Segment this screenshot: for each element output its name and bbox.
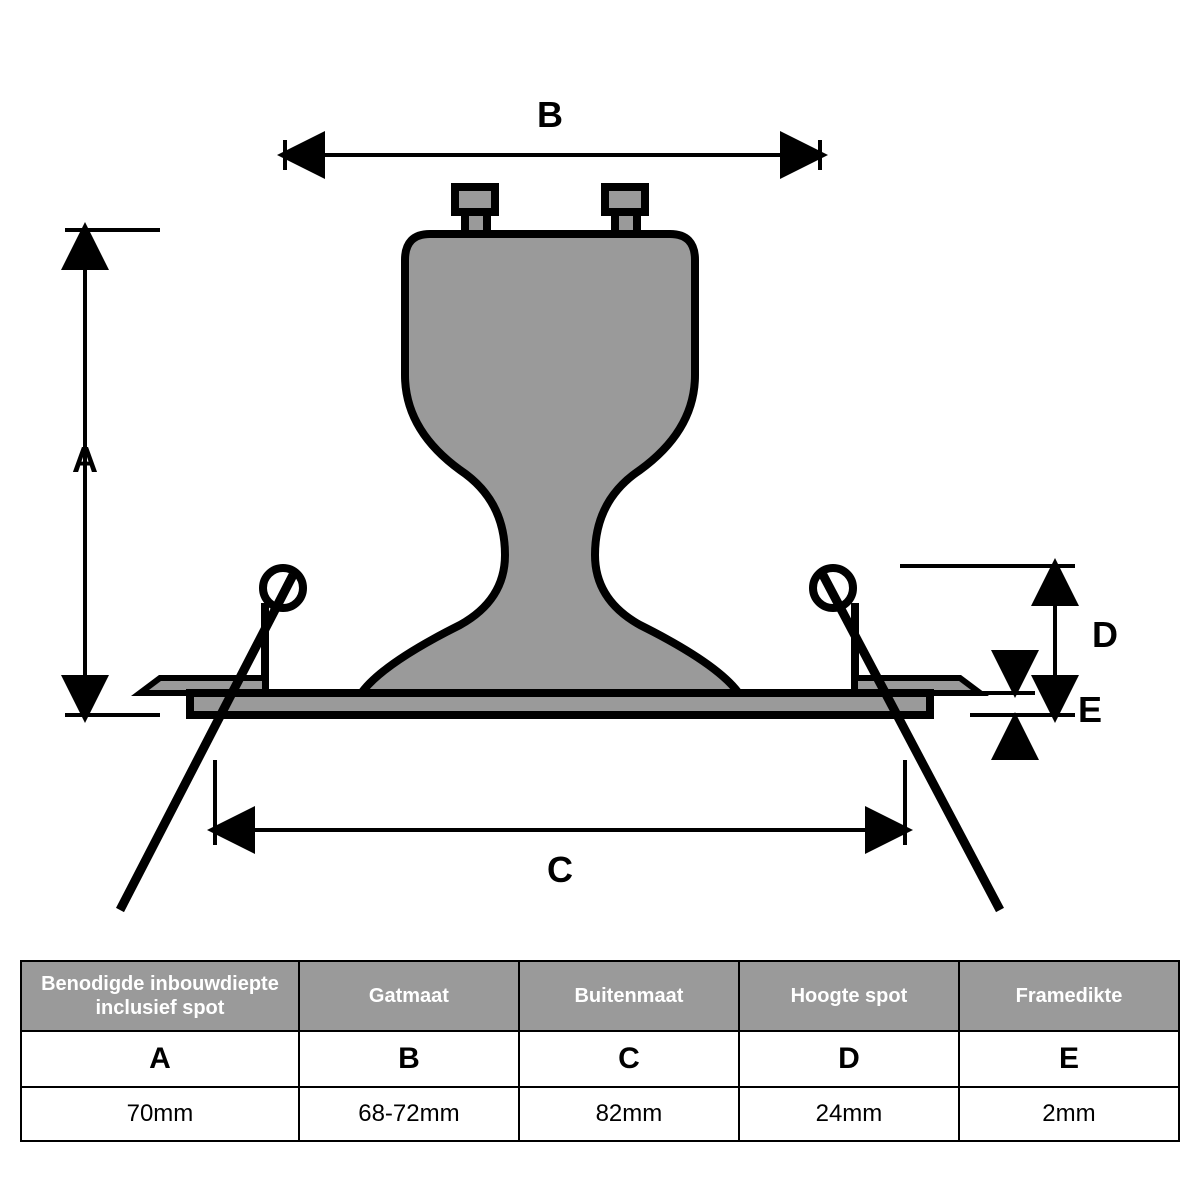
frame-plate	[190, 693, 930, 715]
lamp-pins	[455, 187, 645, 234]
label-A: A	[72, 439, 98, 481]
label-B: B	[537, 94, 563, 136]
val-D: 24mm	[739, 1087, 959, 1141]
table-value-row: 70mm 68-72mm 82mm 24mm 2mm	[21, 1087, 1179, 1141]
label-E: E	[1078, 689, 1102, 731]
table-letter-row: A B C D E	[21, 1031, 1179, 1087]
label-D: D	[1092, 614, 1118, 656]
let-C: C	[519, 1031, 739, 1087]
canvas: A B C D E Benodigde inbouwdiepte inclusi…	[0, 0, 1200, 1200]
dim-E	[940, 655, 1035, 760]
spring-right	[823, 575, 1000, 910]
let-D: D	[739, 1031, 959, 1087]
label-C: C	[547, 849, 573, 891]
val-A: 70mm	[21, 1087, 299, 1141]
spec-table: Benodigde inbouwdiepte inclusief spot Ga…	[20, 960, 1180, 1142]
table-header-row: Benodigde inbouwdiepte inclusief spot Ga…	[21, 961, 1179, 1031]
let-A: A	[21, 1031, 299, 1087]
spring-left	[120, 575, 293, 910]
spot-diagram	[0, 0, 1200, 950]
hdr-C: Buitenmaat	[519, 961, 739, 1031]
hdr-E: Framedikte	[959, 961, 1179, 1031]
val-B: 68-72mm	[299, 1087, 519, 1141]
dim-C	[215, 760, 905, 845]
val-E: 2mm	[959, 1087, 1179, 1141]
dim-B	[285, 140, 820, 170]
lamp-body	[360, 234, 740, 695]
hdr-A: Benodigde inbouwdiepte inclusief spot	[21, 961, 299, 1031]
hdr-B: Gatmaat	[299, 961, 519, 1031]
let-E: E	[959, 1031, 1179, 1087]
let-B: B	[299, 1031, 519, 1087]
hdr-D: Hoogte spot	[739, 961, 959, 1031]
val-C: 82mm	[519, 1087, 739, 1141]
